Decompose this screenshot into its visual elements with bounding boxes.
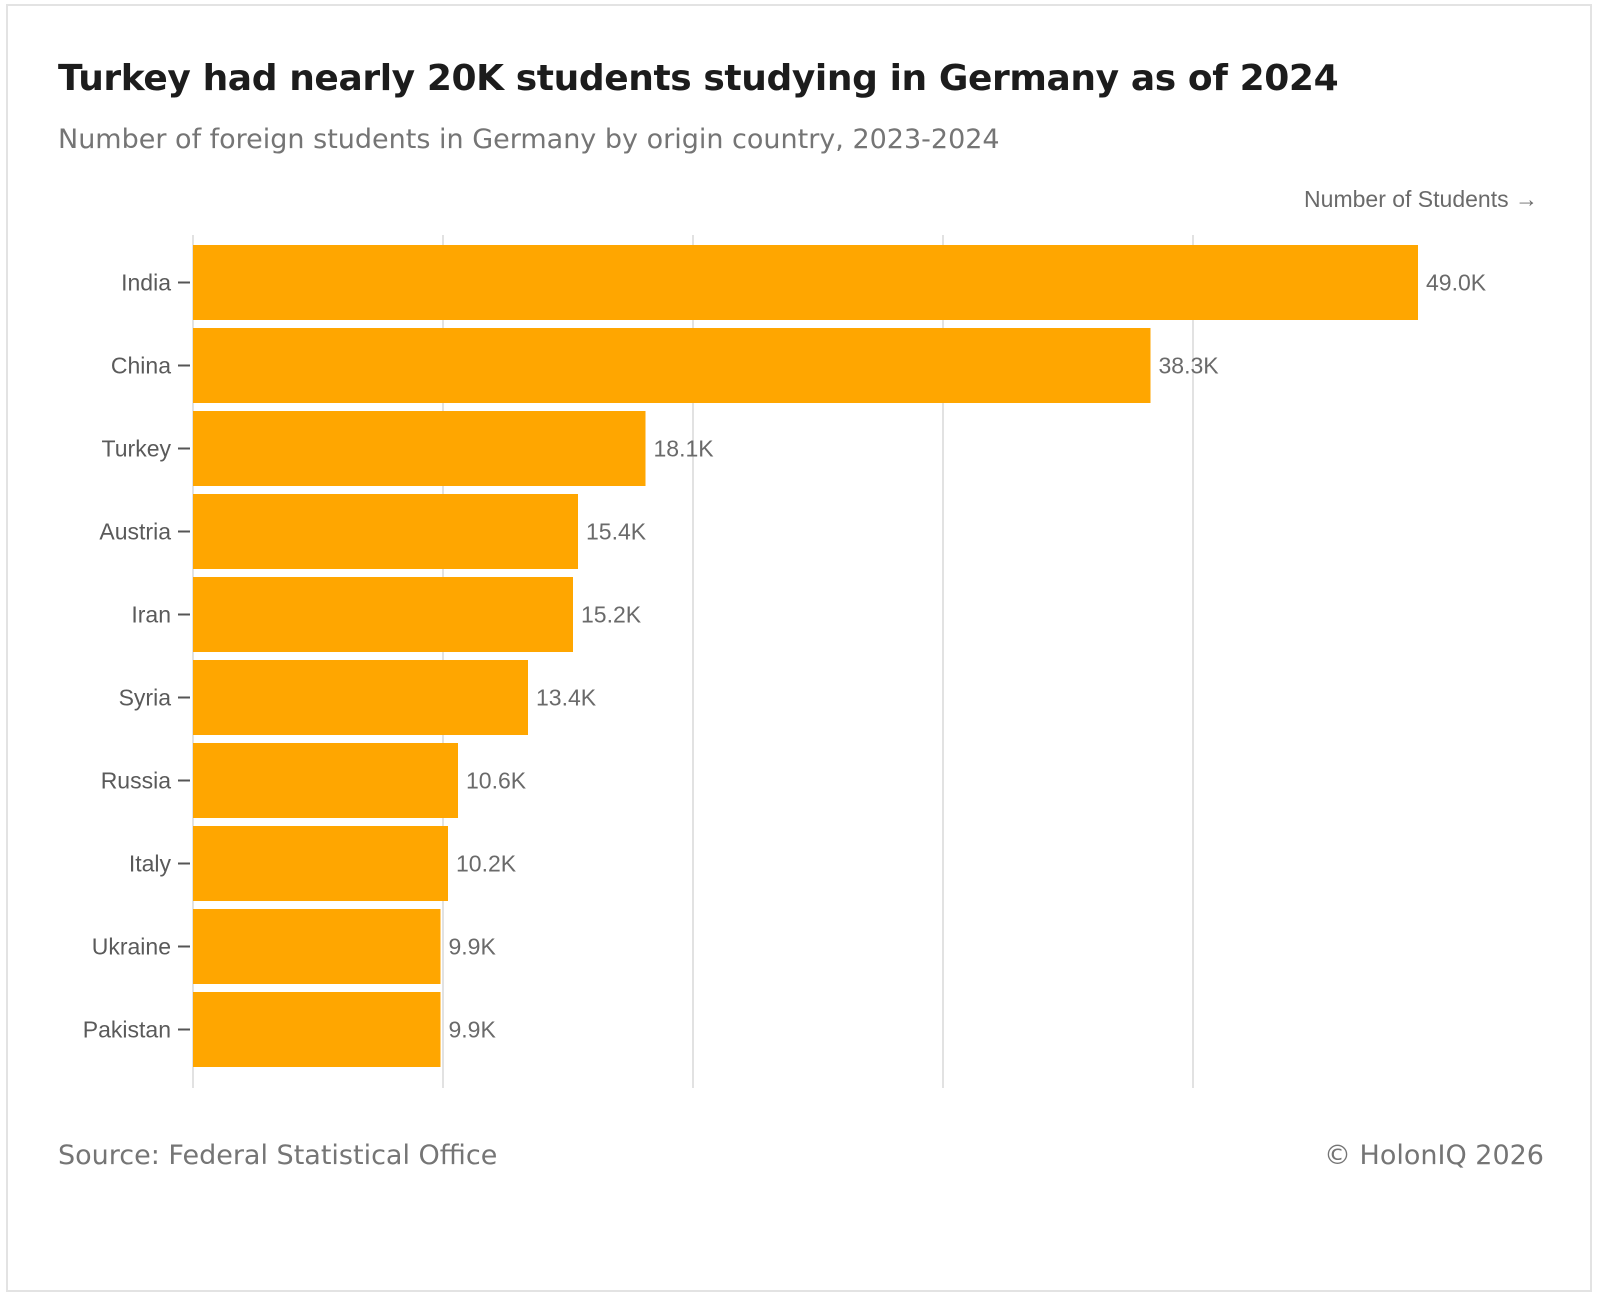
bar-italy (193, 826, 448, 901)
bar-ukraine (193, 909, 441, 984)
bar-turkey (193, 411, 646, 486)
value-label: 10.6K (466, 768, 527, 794)
category-label: Ukraine (92, 934, 171, 960)
bar-iran (193, 577, 573, 652)
chart-subtitle: Number of foreign students in Germany by… (58, 124, 1000, 155)
source-note: Source: Federal Statistical Office (58, 1140, 498, 1171)
category-label: Italy (129, 851, 172, 877)
category-label: Syria (119, 685, 172, 711)
bars (193, 245, 1418, 1067)
value-label: 10.2K (456, 851, 517, 877)
bar-china (193, 328, 1151, 403)
category-label: Pakistan (83, 1017, 171, 1043)
bar-russia (193, 743, 458, 818)
category-label: India (121, 270, 171, 296)
category-label: Austria (99, 519, 171, 545)
labels: India 49.0K China 38.3K Turkey 18.1K Austria 15… (83, 270, 1487, 1043)
value-label: 13.4K (536, 685, 597, 711)
bar-syria (193, 660, 528, 735)
category-label: China (111, 353, 171, 379)
value-label: 9.9K (449, 934, 497, 960)
value-label: 15.4K (586, 519, 647, 545)
value-label: 18.1K (654, 436, 715, 462)
copyright-note: © HolonIQ 2026 (1323, 1140, 1544, 1171)
bar-india (193, 245, 1418, 320)
bar-austria (193, 494, 578, 569)
x-axis-title: Number of Students → (1304, 186, 1538, 212)
chart-title: Turkey had nearly 20K students studying … (58, 58, 1339, 99)
value-label: 9.9K (449, 1017, 497, 1043)
bar-pakistan (193, 992, 441, 1067)
category-label: Russia (101, 768, 172, 794)
value-label: 49.0K (1426, 270, 1487, 296)
category-label: Turkey (102, 436, 172, 462)
value-label: 38.3K (1159, 353, 1220, 379)
value-label: 15.2K (581, 602, 642, 628)
category-label: Iran (131, 602, 171, 628)
